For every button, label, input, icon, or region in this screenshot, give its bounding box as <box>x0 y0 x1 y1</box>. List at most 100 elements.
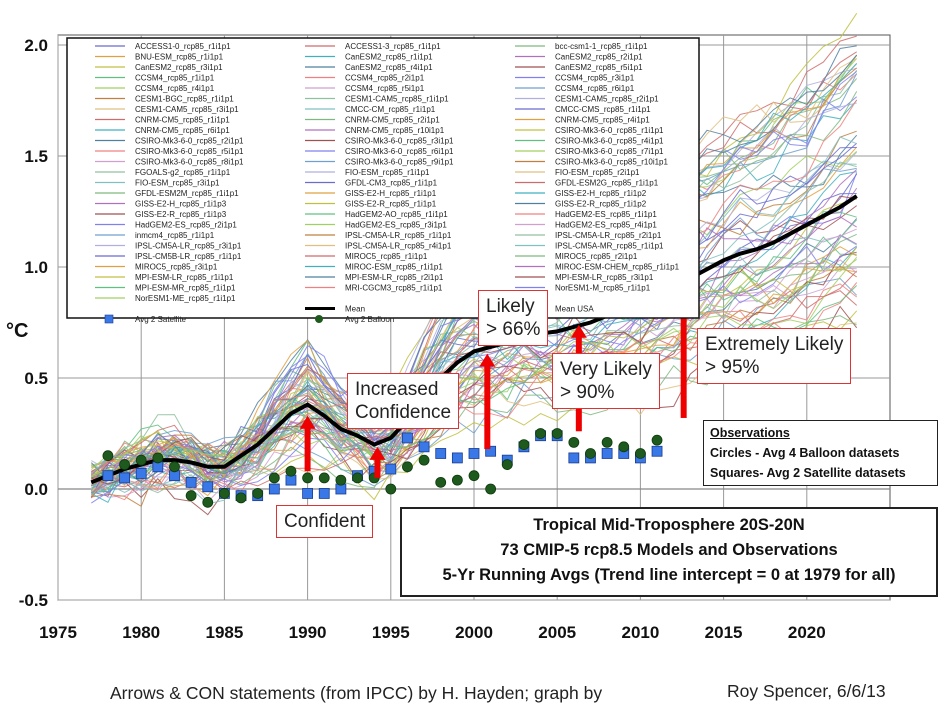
legend-entry: CMCC-CMS_rcp85_r1i1p1 <box>555 105 651 114</box>
legend-entry: HadGEM2-ES_rcp85_r4i1p1 <box>555 221 657 230</box>
callout-very-likely: Very Likely > 90% <box>552 353 660 409</box>
observation-markers <box>102 428 663 508</box>
satellite-point <box>135 468 147 479</box>
balloon-point <box>618 441 630 453</box>
legend-box <box>66 37 700 319</box>
balloon-point <box>568 436 580 448</box>
satellite-point <box>202 481 214 493</box>
callout-likely-line2: > 66% <box>486 319 541 340</box>
legend-entry: CCSM4_rcp85_r3i1p1 <box>555 74 635 83</box>
callout-extremely-likely-line2: > 95% <box>705 357 760 378</box>
legend-entry: GISS-E2-R_rcp85_r1i1p2 <box>555 200 647 209</box>
satellite-point <box>568 452 580 464</box>
balloon-point <box>318 472 330 484</box>
legend-entry: MPI-ESM-LR_rcp85_r1i1p1 <box>135 273 234 282</box>
legend-entry: CNRM-CM5_rcp85_r1i1p1 <box>135 116 230 125</box>
legend-entry: MPI-ESM-LR_rcp85_r2i1p1 <box>345 273 444 282</box>
legend-entry: CESM1-CAM5_rcp85_r1i1p1 <box>345 95 449 104</box>
legend-entry: FIO-ESM_rcp85_r2i1p1 <box>555 168 640 177</box>
legend-entry: CESM1-CAM5_rcp85_r2i1p1 <box>555 95 659 104</box>
ipcc-arrow-head <box>479 353 496 367</box>
legend-entry: HadGEM2-ES_rcp85_r3i1p1 <box>345 221 447 230</box>
satellite-point <box>268 483 280 495</box>
legend-satellite-marker <box>104 314 114 324</box>
legend-entry: GFDL-CM3_rcp85_r1i1p1 <box>345 179 438 188</box>
balloon-point <box>285 465 297 477</box>
ipcc-arrow-shaft <box>304 427 311 472</box>
legend-entry: IPSL-CM5A-LR_rcp85_r2i1p1 <box>555 231 662 240</box>
legend-entry: MRI-CGCM3_rcp85_r1i1p1 <box>345 284 443 293</box>
legend-entry: CCSM4_rcp85_r2i1p1 <box>345 74 425 83</box>
callout-increased-line2: Confidence <box>355 402 452 423</box>
legend-entry: GISS-E2-H_rcp85_r1i1p2 <box>555 189 647 198</box>
satellite-point <box>651 445 663 457</box>
x-tick-label: 2005 <box>538 623 576 642</box>
legend: ACCESS1-0_rcp85_r1i1p1 ACCESS1-3_rcp85_r1… <box>66 37 700 324</box>
legend-balloon-label: Avg 2 Balloon <box>345 315 394 324</box>
satellite-point <box>485 445 497 457</box>
credit-left: Arrows & CON statements (from IPCC) by H… <box>110 683 603 703</box>
balloon-point <box>119 459 130 470</box>
legend-entry: inmcm4_rcp85_r1i1p1 <box>135 231 215 240</box>
legend-mean-label: Mean <box>345 305 365 314</box>
chart-title-box: Tropical Mid-Troposphere 20S-20N 73 CMIP… <box>400 507 938 597</box>
satellite-point <box>185 476 197 488</box>
ipcc-arrow-shaft <box>374 458 381 478</box>
x-tick-label: 1995 <box>372 623 410 642</box>
legend-entry: CSIRO-Mk3-6-0_rcp85_r1i1p1 <box>555 126 664 135</box>
legend-entry: IPSL-CM5A-MR_rcp85_r1i1p1 <box>555 242 664 251</box>
satellite-point <box>435 448 447 459</box>
legend-entry: CanESM2_rcp85_r1i1p1 <box>345 53 433 62</box>
legend-entry: FIO-ESM_rcp85_r1i1p1 <box>345 168 430 177</box>
legend-entry: CSIRO-Mk3-6-0_rcp85_r10i1p1 <box>555 158 668 167</box>
legend-entry: CSIRO-Mk3-6-0_rcp85_r3i1p1 <box>345 137 454 146</box>
legend-entry: IPSL-CM5B-LR_rcp85_r1i1p1 <box>135 252 242 261</box>
y-tick-label: 0.5 <box>24 369 48 388</box>
legend-entry: MPI-ESM-LR_rcp85_r3i1p1 <box>555 273 654 282</box>
satellite-point <box>402 432 413 444</box>
callout-confident: Confident <box>276 505 374 538</box>
y-axis-label: °C <box>6 320 29 342</box>
model-run-line <box>91 160 857 495</box>
legend-entry: CCSM4_rcp85_r6i1p1 <box>555 84 635 93</box>
legend-entry: GISS-E2-R_rcp85_r1i1p3 <box>135 210 227 219</box>
callout-extremely-likely: Extremely Likely > 95% <box>697 328 852 384</box>
legend-entry: CSIRO-Mk3-6-0_rcp85_r2i1p1 <box>135 137 244 146</box>
legend-entry: BNU-ESM_rcp85_r1i1p1 <box>135 53 224 62</box>
legend-entry: MIROC5_rcp85_r2i1p1 <box>555 252 638 261</box>
axes: -0.5 0.0 0.5 1.0 1.5 2.0 1975 1980 1985 1990 1995 2… <box>19 36 826 642</box>
legend-entry: CSIRO-Mk3-6-0_rcp85_r4i1p1 <box>555 137 664 146</box>
balloon-point <box>651 434 663 446</box>
balloon-point <box>235 492 247 504</box>
satellite-point <box>418 441 430 453</box>
legend-entry: CNRM-CM5_rcp85_r4i1p1 <box>555 116 650 125</box>
legend-entry: bcc-csm1-1_rcp85_r1i1p1 <box>555 42 648 51</box>
satellite-point <box>318 488 330 499</box>
balloon-point <box>535 428 546 439</box>
callout-increased-confidence: Increased Confidence <box>347 373 460 429</box>
mean-series-line <box>90 194 858 485</box>
legend-entry: CMCC-CM_rcp85_r1i1p1 <box>345 105 436 114</box>
x-tick-label: 2015 <box>705 623 743 642</box>
balloon-point <box>451 474 463 486</box>
balloon-point <box>302 472 314 484</box>
legend-entry: CSIRO-Mk3-6-0_rcp85_r9i1p1 <box>345 158 454 167</box>
balloon-point <box>335 474 347 486</box>
legend-entry: GISS-E2-H_rcp85_r1i1p3 <box>135 200 227 209</box>
x-tick-label: 1975 <box>39 623 77 642</box>
legend-entry: HadGEM2-ES_rcp85_r2i1p1 <box>135 221 237 230</box>
ipcc-arrow-shaft <box>484 365 491 450</box>
balloon-point <box>402 461 413 473</box>
mean-line <box>90 194 858 485</box>
legend-entry: ACCESS1-3_rcp85_r1i1p1 <box>345 42 441 51</box>
callout-increased-line1: Increased <box>355 379 439 400</box>
chart-title-line-1: Tropical Mid-Troposphere 20S-20N <box>533 516 805 534</box>
legend-entry: CESM1-CAM5_rcp85_r3i1p1 <box>135 105 239 114</box>
balloon-point <box>268 472 280 484</box>
balloon-point <box>169 461 180 473</box>
legend-entry: CESM1-BGC_rcp85_r1i1p1 <box>135 95 234 104</box>
balloon-point <box>501 459 513 470</box>
balloon-point <box>252 488 264 499</box>
